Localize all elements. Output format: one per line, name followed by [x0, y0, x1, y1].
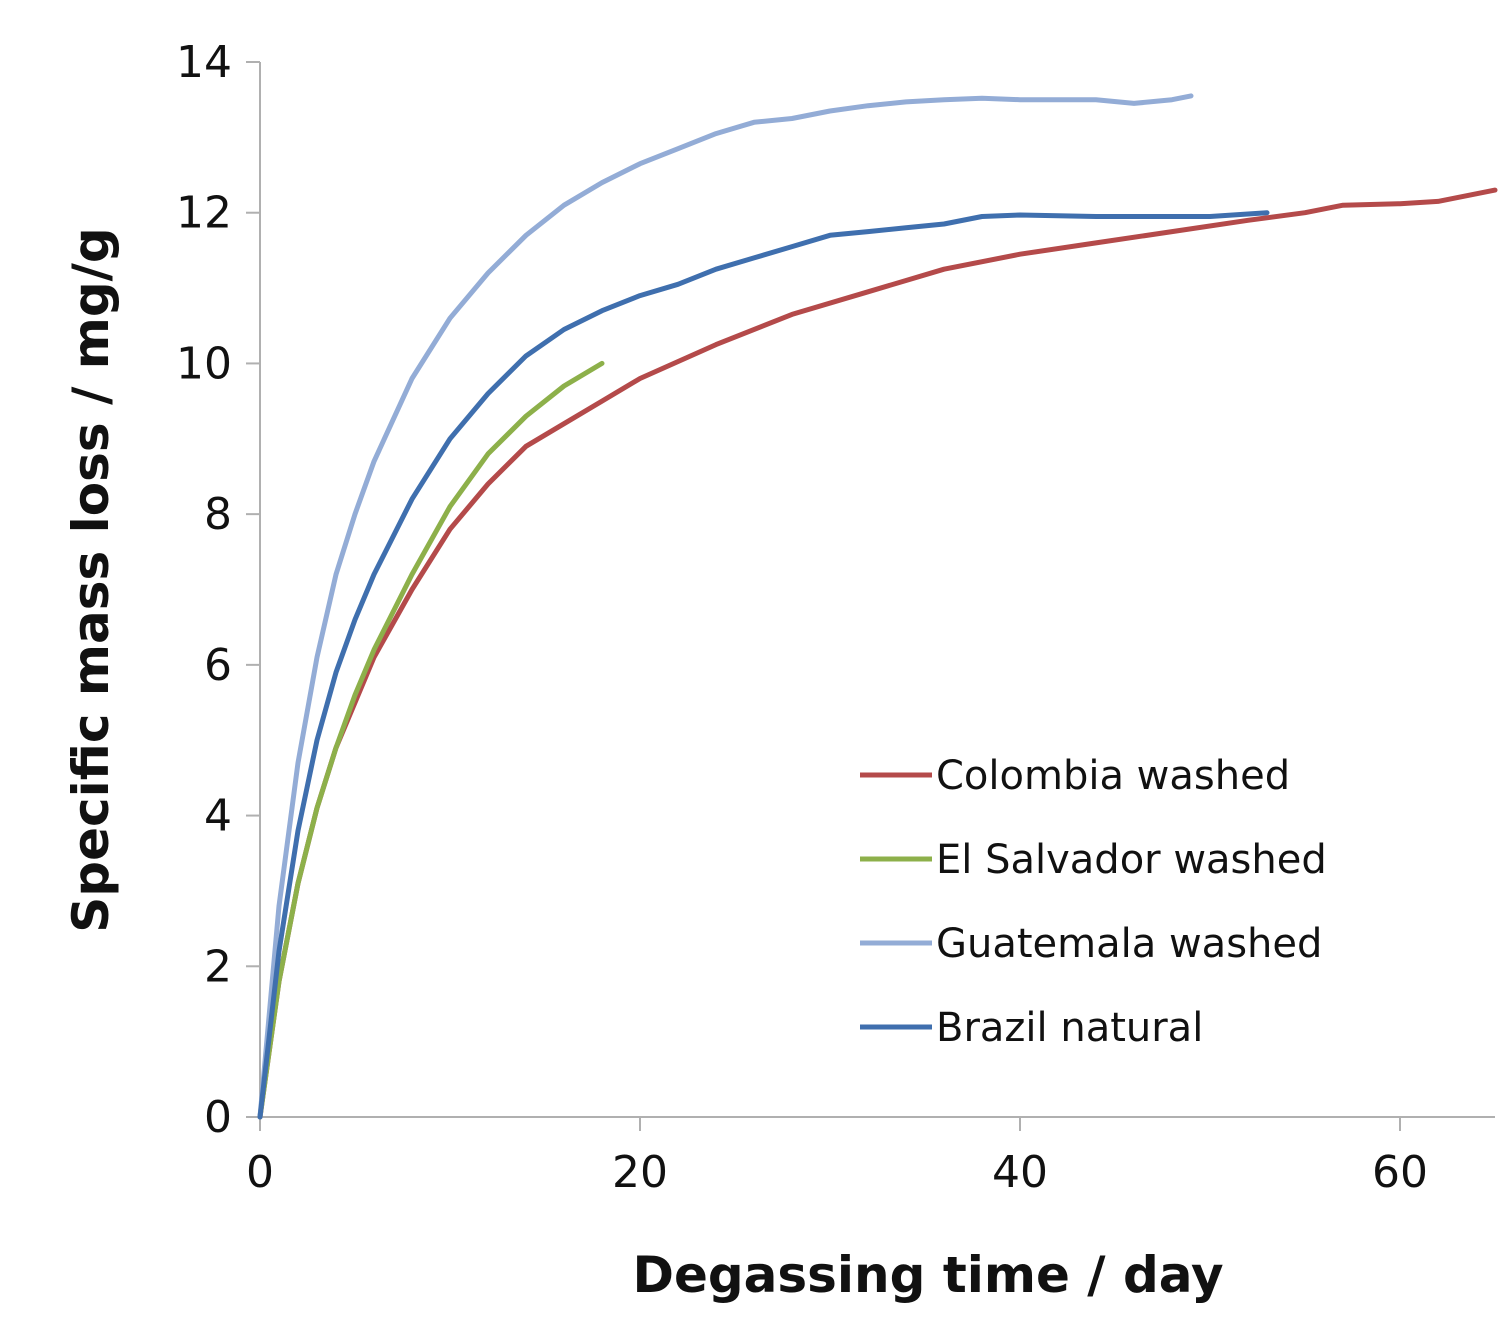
- legend-label-2: Guatemala washed: [936, 921, 1322, 967]
- y-tick-label: 14: [176, 37, 232, 88]
- axes: 0 2 4 6 8 10 12 14 0 20 40 60: [176, 37, 1495, 1198]
- y-tick-label: 8: [204, 489, 232, 540]
- series-line-3: [257, 210, 1270, 1120]
- x-axis-title: Degassing time / day: [632, 1246, 1223, 1304]
- y-tick-label: 2: [204, 941, 232, 992]
- y-ticks: 0 2 4 6 8 10 12 14: [176, 37, 260, 1143]
- legend: Colombia washed El Salvador washed Guatema…: [860, 753, 1327, 1051]
- series-line-2: [257, 93, 1194, 1120]
- y-tick-label: 6: [204, 640, 232, 691]
- x-tick-label: 20: [612, 1147, 668, 1198]
- x-ticks: 0 20 40 60: [246, 1117, 1428, 1198]
- y-tick-label: 4: [204, 791, 232, 842]
- y-axis-title: Specific mass loss / mg/g: [62, 227, 120, 932]
- y-tick-label: 0: [204, 1092, 232, 1143]
- x-tick-label: 0: [246, 1147, 274, 1198]
- y-tick-label: 12: [176, 188, 232, 239]
- legend-label-1: El Salvador washed: [936, 837, 1327, 883]
- x-tick-label: 40: [992, 1147, 1048, 1198]
- series-line-1: [257, 360, 605, 1120]
- y-tick-label: 10: [176, 338, 232, 389]
- x-tick-label: 60: [1372, 1147, 1428, 1198]
- legend-label-0: Colombia washed: [936, 753, 1290, 799]
- legend-label-3: Brazil natural: [936, 1005, 1203, 1051]
- series-layer: [257, 93, 1498, 1120]
